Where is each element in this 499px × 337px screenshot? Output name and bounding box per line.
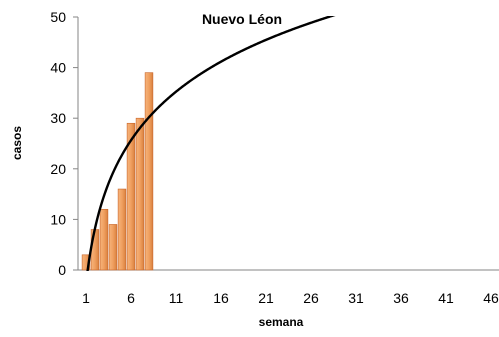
y-tick-label: 30	[50, 110, 66, 126]
x-tick-label: 31	[348, 290, 364, 306]
x-tick-label: 16	[213, 290, 229, 306]
x-axis: 1 6 11 16 21 26 31 36 41 46	[78, 269, 499, 306]
bar-week-8	[144, 72, 154, 271]
x-tick-label: 46	[483, 290, 499, 306]
x-tick-label: 1	[82, 290, 90, 306]
bar-week-5	[117, 188, 127, 271]
y-tick-label: 0	[58, 262, 66, 278]
x-tick-label: 26	[303, 290, 319, 306]
y-axis: 0 10 20 30 40 50	[50, 9, 79, 278]
trendline-curve	[86, 16, 336, 271]
y-tick-label: 10	[50, 211, 66, 227]
bar-week-7	[135, 117, 145, 271]
y-tick-label: 20	[50, 161, 66, 177]
bar-week-4	[108, 224, 118, 271]
y-tick-label: 40	[50, 60, 66, 76]
x-tick-label: 11	[169, 290, 184, 306]
bar-week-6	[126, 122, 136, 271]
bars	[81, 72, 154, 271]
bar-week-3	[99, 208, 109, 271]
chart-title: Nuevo Léon	[202, 11, 282, 27]
x-tick-label: 6	[127, 290, 135, 306]
x-tick-label: 36	[393, 290, 409, 306]
y-axis-label: casos	[10, 126, 24, 160]
x-tick-label: 41	[438, 290, 454, 306]
y-tick-label: 50	[50, 9, 66, 25]
x-axis-label: semana	[259, 315, 304, 329]
x-tick-label: 21	[258, 290, 274, 306]
trendline	[86, 16, 336, 271]
